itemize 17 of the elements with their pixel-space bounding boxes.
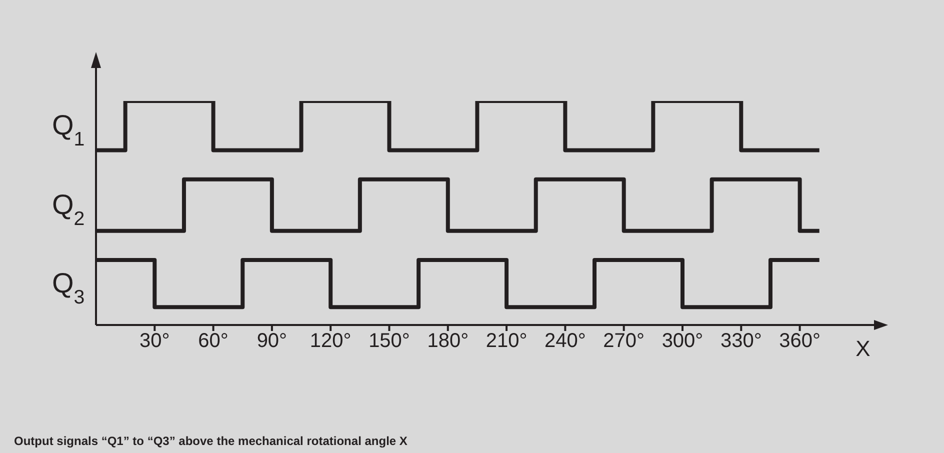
x-tick-label: 180° bbox=[427, 330, 469, 352]
x-tick-label: 240° bbox=[544, 330, 586, 352]
x-tick-label: 300° bbox=[662, 330, 704, 352]
x-tick-label: 30° bbox=[140, 330, 170, 352]
x-tick-label: 270° bbox=[603, 330, 645, 352]
series-label: Q$_{3}$ bbox=[52, 268, 85, 309]
x-tick-label: 330° bbox=[720, 330, 762, 352]
x-axis-title: X bbox=[856, 336, 871, 361]
x-tick-label: 210° bbox=[486, 330, 528, 352]
x-tick-label: 360° bbox=[779, 330, 820, 352]
series-label: Q$_{2}$ bbox=[52, 189, 85, 230]
x-tick-label: 150° bbox=[368, 330, 410, 352]
x-tick-label: 60° bbox=[198, 330, 228, 352]
series-label: Q$_{1}$ bbox=[52, 110, 85, 151]
x-tick-label: 120° bbox=[310, 330, 352, 352]
text: Output signals “Q1” to “Q3” above the mechanical rotational angle X bbox=[14, 434, 408, 448]
x-tick-label: 90° bbox=[256, 330, 288, 352]
